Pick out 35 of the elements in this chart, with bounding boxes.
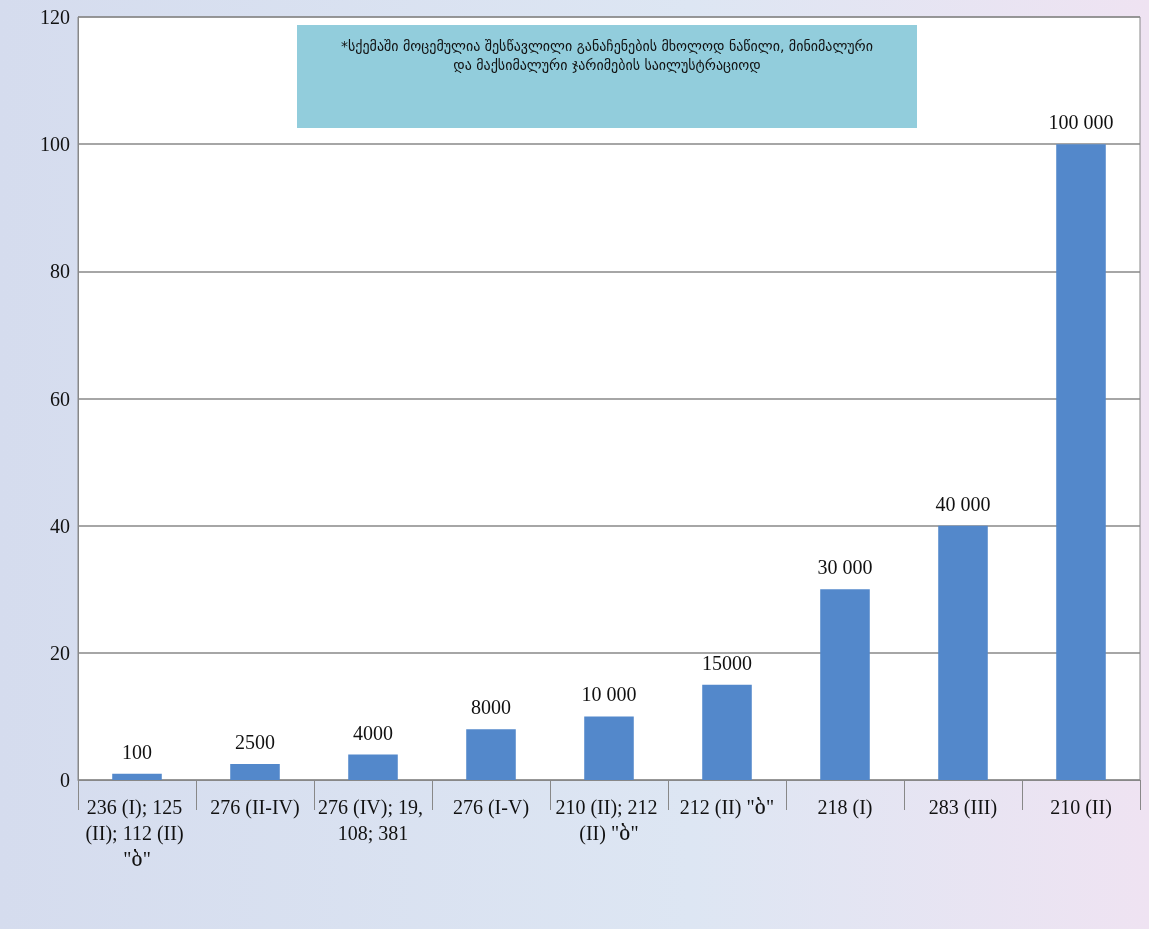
annotation: 2500 [235,731,275,754]
annotation: 100 [122,740,152,763]
x-tick-label: 283 (III) [928,796,998,819]
bar [584,716,634,780]
annotation: 40 000 [935,492,991,515]
y-tick-label: 120 [40,6,70,28]
bar [230,764,280,780]
x-tick-label: 218 (I) [817,796,873,819]
bar [820,589,870,780]
bar [112,773,162,780]
annotation: 8000 [471,696,511,719]
y-tick-label: 0 [60,769,70,791]
x-tick-label: 212 (II) "ბ" [679,796,775,819]
annotation: 30 000 [817,556,873,579]
annotation: 100 000 [1048,111,1114,134]
bar [702,684,752,780]
bar [348,754,398,780]
y-tick-label: 100 [40,133,70,156]
bar [466,729,516,780]
y-tick-label: 20 [50,641,70,664]
x-tick-label: 236 (I); 125 (II); 112 (II) "ბ" [85,796,189,870]
bar [1056,144,1106,780]
x-tick-label: 276 (II-IV) [210,796,300,819]
x-tick-label: 210 (II); 212 (II) "ბ" [555,796,663,845]
x-tick-label: 276 (I-V) [452,796,530,819]
y-tick-label: 80 [50,260,70,283]
annotation: 15000 [702,651,752,674]
y-tick-label: 40 [50,514,70,537]
bar [938,525,988,780]
annotation: 4000 [353,721,393,744]
note-box: *სქემაში მოცემულია შესწავლილი განაჩენების მხოლოდ ნაწილი, მინიმალური და მაქსიმალური ჯარიმების საილუსტრაციოდ [297,25,917,128]
x-tick-label: 210 (II) [1050,796,1112,819]
y-tick-label: 60 [50,387,70,410]
x-tick-label: 276 (IV); 19, 108; 381 [318,796,428,844]
annotation: 10 000 [581,683,637,706]
